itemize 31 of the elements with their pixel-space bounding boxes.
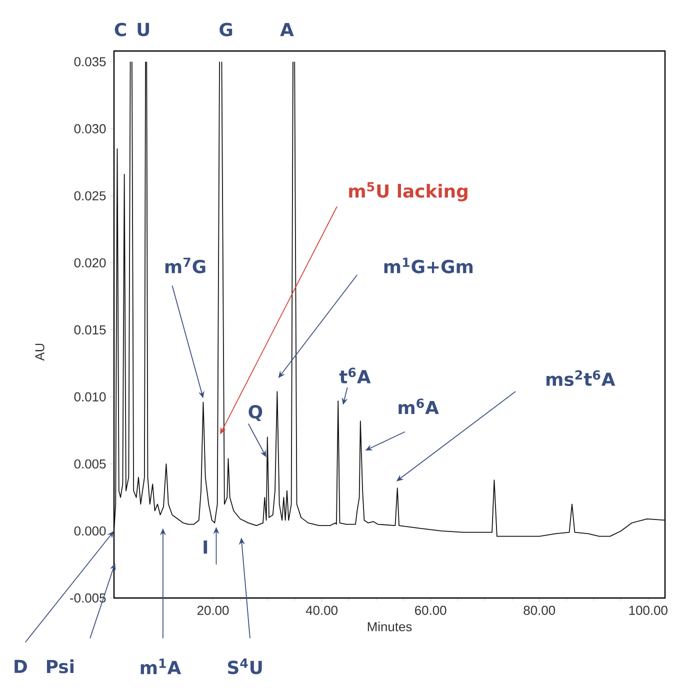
x-axis-title: Minutes — [368, 622, 412, 632]
x-tick-label: 60.00 — [415, 606, 446, 615]
annotation: D — [14, 660, 27, 673]
x-tick-label: 100.00 — [629, 606, 668, 615]
text: Psi — [46, 659, 74, 674]
text: S$^{4}$U — [228, 658, 262, 674]
y-tick-label: 0.000 — [74, 526, 106, 536]
annotation: m$^{1}$G+Gm — [384, 258, 473, 274]
text: G — [220, 22, 232, 36]
text: m$^{1}$A — [140, 658, 182, 674]
annotation: Q — [248, 405, 262, 421]
annotation: m$^{6}$A — [398, 398, 439, 414]
y-axis-title: AU — [35, 344, 44, 361]
text: C — [114, 22, 126, 36]
y-tick-label: 0.025 — [74, 191, 106, 200]
y-tick-label: 0.020 — [74, 258, 106, 268]
x-tick-label: 80.00 — [524, 606, 556, 615]
annotation: m$^{7}$G — [165, 258, 206, 274]
y-tick-label: 0.035 — [74, 57, 106, 66]
annotation: m$^{5}$U lacking — [349, 182, 468, 202]
x-tick-label: 40.00 — [306, 606, 338, 615]
y-tick-label: 0.005 — [74, 459, 106, 469]
y-tick-label: 0.010 — [74, 392, 106, 402]
annotation: ms$^{2}$t$^{6}$A — [546, 370, 616, 386]
y-tick-label: 0.015 — [74, 325, 106, 334]
annotation: I — [204, 540, 208, 554]
x-tick-label: 20.00 — [197, 606, 229, 615]
text: U — [138, 22, 150, 36]
y-tick-label: 0.030 — [74, 124, 106, 134]
text: A — [280, 23, 294, 36]
annotation: t$^{6}$A — [339, 368, 371, 384]
